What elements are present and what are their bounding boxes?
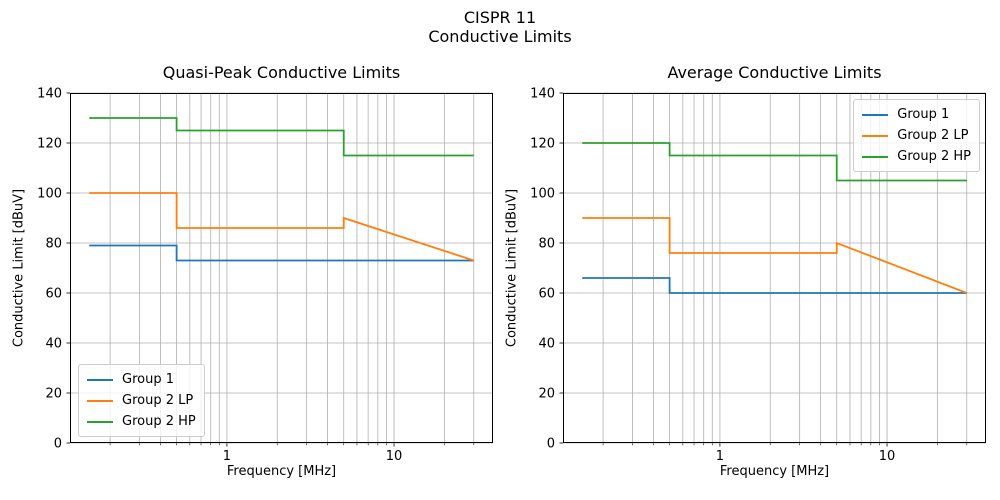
legend-item: Group 2 HP [87, 411, 196, 432]
y-tick-label: 0 [547, 437, 555, 452]
legend-label: Group 2 HP [897, 149, 971, 164]
y-tick-label: 120 [530, 137, 555, 152]
series-line-group-1 [89, 244, 474, 262]
y-tick-label: 140 [530, 87, 555, 102]
y-tick-label: 20 [538, 387, 555, 402]
y-tick-label: 100 [37, 187, 62, 202]
x-tick-label: 10 [879, 449, 896, 464]
y-tick-label: 100 [530, 187, 555, 202]
series-line-group-2-lp [89, 192, 475, 262]
legend-item: Group 1 [862, 104, 971, 125]
series-line-group-2-lp [582, 217, 968, 294]
y-tick-label: 40 [45, 337, 62, 352]
average-plot-title: Average Conductive Limits [667, 63, 882, 82]
figure-suptitle: CISPR 11 Conductive Limits [0, 8, 1000, 46]
suptitle-line-1: CISPR 11 [463, 8, 537, 27]
y-tick-label: 140 [37, 87, 62, 102]
legend-item: Group 2 LP [87, 390, 196, 411]
legend-line-swatch [862, 113, 889, 116]
legend-line-swatch [87, 378, 113, 381]
y-tick-label: 40 [538, 337, 555, 352]
legend-label: Group 2 HP [122, 414, 196, 429]
quasi-peak-plot-ylabel: Conductive Limit [dBuV] [11, 188, 27, 348]
quasi-peak-plot-xlabel: Frequency [MHz] [226, 464, 337, 479]
legend-label: Group 2 LP [122, 393, 194, 408]
average-plot-xlabel: Frequency [MHz] [719, 464, 830, 479]
legend-line-swatch [862, 155, 889, 158]
series-line-group-2-hp [89, 117, 474, 157]
legend-label: Group 1 [122, 372, 174, 387]
quasi-peak-plot-title: Quasi-Peak Conductive Limits [162, 63, 401, 82]
quasi-peak-plot: Quasi-Peak Conductive Limits Conductive … [12, 63, 493, 479]
legend-line-swatch [87, 420, 113, 423]
axes-frame [563, 93, 986, 443]
y-tick-label: 60 [538, 287, 555, 302]
average-plot-ylabel: Conductive Limit [dBuV] [504, 188, 520, 348]
suptitle-line-2: Conductive Limits [428, 27, 572, 46]
x-tick-label: 1 [223, 449, 231, 464]
legend-label: Group 2 LP [897, 128, 969, 143]
legend-item: Group 2 LP [862, 125, 971, 146]
x-tick-label: 1 [716, 449, 724, 464]
legend-item: Group 1 [87, 369, 196, 390]
average-plot-legend: Group 1 Group 2 LP Group 2 HP [853, 99, 980, 172]
x-tick-label: 10 [386, 449, 403, 464]
legend-item: Group 2 HP [862, 146, 971, 167]
legend-label: Group 1 [897, 107, 950, 122]
y-tick-label: 80 [538, 237, 555, 252]
legend-line-swatch [87, 399, 113, 402]
legend-line-swatch [862, 134, 889, 137]
series-line-group-1 [582, 277, 967, 294]
y-tick-label: 80 [45, 237, 62, 252]
series-line-group-2-hp [582, 142, 967, 182]
quasi-peak-plot-legend: Group 1 Group 2 LP Group 2 HP [78, 364, 205, 437]
y-tick-label: 0 [54, 437, 62, 452]
axes-frame [70, 93, 493, 443]
y-tick-label: 120 [37, 137, 62, 152]
y-tick-label: 60 [45, 287, 62, 302]
average-plot: Average Conductive Limits Conductive Lim… [505, 63, 986, 479]
y-tick-label: 20 [45, 387, 62, 402]
